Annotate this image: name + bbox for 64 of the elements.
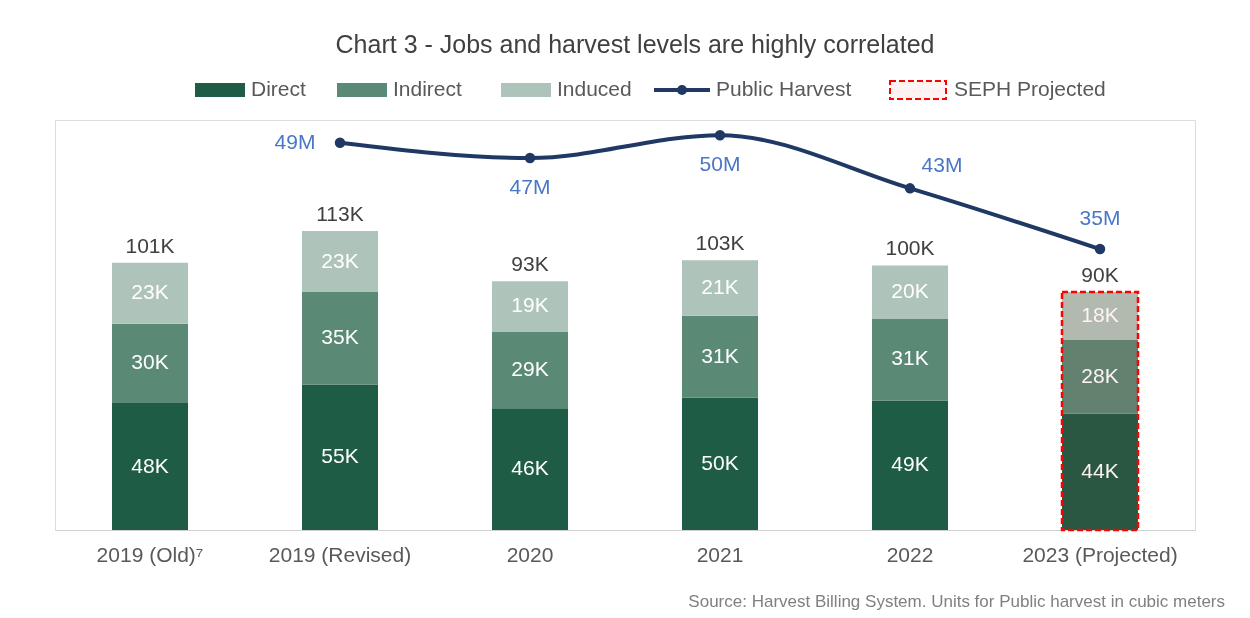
data-label: 44K xyxy=(1081,458,1119,482)
point xyxy=(334,137,346,149)
point xyxy=(714,129,726,141)
total-label: 93K xyxy=(511,252,549,276)
total-label: 100K xyxy=(885,236,935,260)
bar xyxy=(682,397,758,530)
bar xyxy=(682,260,758,316)
data-label: 30K xyxy=(131,350,169,374)
bar xyxy=(112,323,188,404)
bar xyxy=(492,408,568,530)
bar xyxy=(872,400,948,530)
data-label: 50M xyxy=(699,152,741,176)
data-label: 48K xyxy=(131,453,169,477)
point xyxy=(904,183,916,194)
data-label: 49M xyxy=(274,129,316,153)
data-label: 18K xyxy=(1081,302,1119,326)
data-label: 47M xyxy=(509,174,551,198)
total-label: 101K xyxy=(125,233,175,257)
bar xyxy=(492,281,568,332)
bar xyxy=(1062,291,1138,340)
bar xyxy=(1062,339,1138,414)
bar xyxy=(112,403,188,530)
bar xyxy=(682,315,758,398)
data-label: 20K xyxy=(891,278,929,302)
legend-label: Direct xyxy=(251,77,306,100)
bar xyxy=(302,231,378,292)
data-label: 19K xyxy=(511,293,549,317)
bar xyxy=(872,318,948,401)
bar xyxy=(492,331,568,409)
data-label: 46K xyxy=(511,456,549,480)
data-label: 23K xyxy=(131,280,169,304)
data-label: 31K xyxy=(701,343,739,367)
bar xyxy=(872,265,948,319)
data-label: 28K xyxy=(1081,363,1119,387)
total-label: 103K xyxy=(695,231,745,255)
x-tick-label: 2019 (Old)⁷ xyxy=(96,542,204,566)
bar xyxy=(112,262,188,324)
bar xyxy=(302,291,378,385)
legend-label: SEPH Projected xyxy=(954,77,1106,100)
legend-label: Induced xyxy=(557,77,632,100)
bar xyxy=(302,384,378,530)
x-tick-label: 2020 xyxy=(506,542,554,566)
legend-label: Indirect xyxy=(393,77,463,100)
data-label: 55K xyxy=(321,444,359,468)
x-tick-label: 2019 (Revised) xyxy=(268,542,412,566)
x-tick-label: 2023 (Projected) xyxy=(1022,542,1178,566)
source-note: Source: Harvest Billing System. Units for Public harvest in cubic meters xyxy=(688,592,1225,611)
data-label: 29K xyxy=(511,356,549,380)
data-label: 35K xyxy=(321,325,359,349)
legend-label: Public Harvest xyxy=(716,77,852,100)
total-label: 113K xyxy=(316,202,364,226)
data-label: 23K xyxy=(321,248,359,272)
data-label: 50K xyxy=(701,450,739,474)
total-label: 90K xyxy=(1081,262,1119,286)
chart-title: Chart 3 - Jobs and harvest levels are highly correlated xyxy=(335,30,935,58)
point xyxy=(1094,243,1106,255)
x-tick-label: 2021 xyxy=(696,542,744,566)
point xyxy=(524,152,536,164)
x-tick-label: 2022 xyxy=(886,542,934,566)
data-label: 21K xyxy=(701,274,739,298)
data-label: 43M xyxy=(921,153,963,177)
data-label: 35M xyxy=(1079,206,1121,230)
data-label: 49K xyxy=(891,452,929,476)
data-label: 31K xyxy=(891,346,929,370)
